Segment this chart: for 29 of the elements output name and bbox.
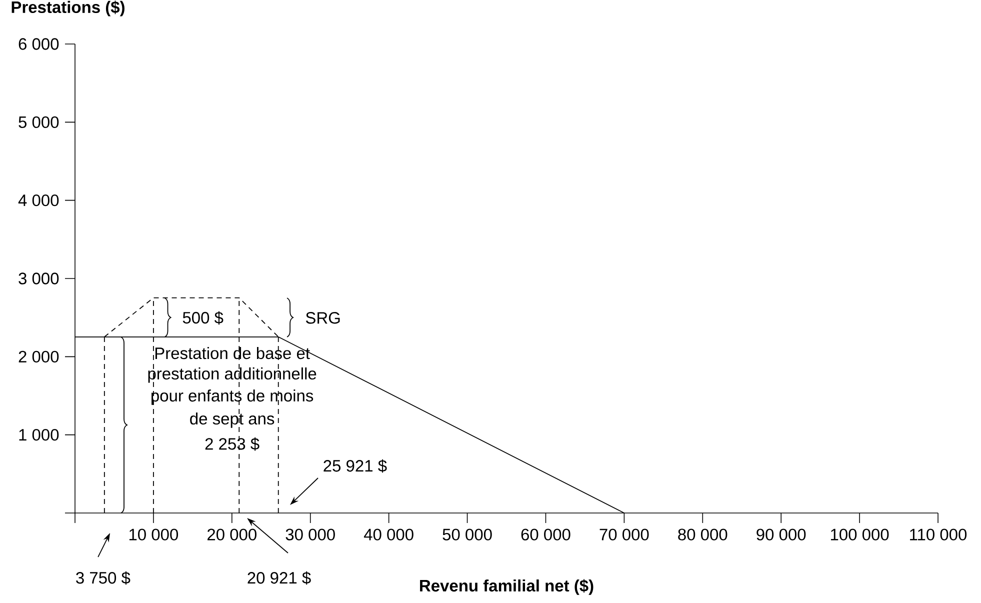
x-tick-label: 50 000	[442, 528, 492, 540]
y-tick-label: 3 000	[18, 272, 59, 284]
y-tick-label: 6 000	[18, 38, 59, 50]
x-tick-label: 20 000	[208, 528, 256, 540]
x-tick-label: 80 000	[678, 528, 728, 540]
x-tick-label: 60 000	[521, 528, 570, 540]
text: 20 921 $	[248, 571, 311, 585]
annotation: prestation additionnelle	[148, 367, 316, 383]
annotation: 2 253 $	[205, 437, 260, 451]
annotation: Prestation de base et	[155, 347, 310, 360]
text: 3 750 $	[76, 571, 130, 585]
y-tick-label: 1 000	[19, 428, 59, 441]
x-tick-label: 10 000	[129, 528, 178, 540]
x-tick-label: 30 000	[286, 528, 335, 540]
x-tick-label: 110 000	[910, 528, 967, 540]
x-tick-label: 90 000	[756, 528, 806, 540]
y-axis-title: Prestations ($)	[12, 0, 124, 16]
x-tick-label: 70 000	[600, 528, 649, 540]
y-tick-label: 5 000	[18, 116, 59, 128]
y-tick-label: 4 000	[18, 194, 59, 206]
x-tick-label: 40 000	[364, 528, 414, 540]
x-tick-label: 100 000	[830, 528, 889, 540]
annotation: pour enfants de moins	[152, 389, 314, 405]
annotation: 500 $	[182, 311, 224, 325]
annotation: SRG	[306, 312, 340, 324]
annotation: 25 921 $	[324, 459, 387, 473]
y-tick-label: 2 000	[18, 350, 59, 362]
x-axis-title: Revenu familial net ($)	[420, 579, 594, 595]
annotation: de sept ans	[190, 412, 274, 428]
